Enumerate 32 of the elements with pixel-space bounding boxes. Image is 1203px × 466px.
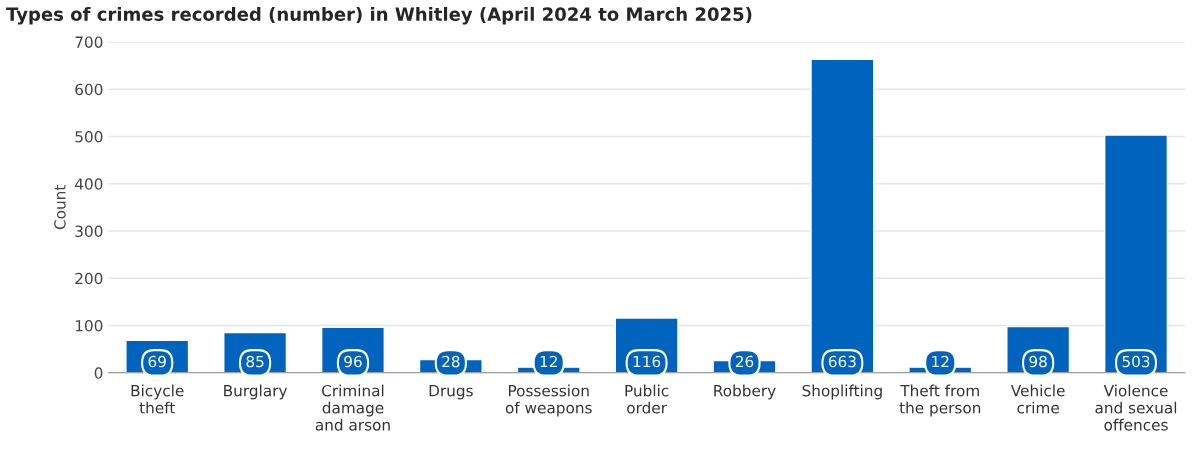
x-tick-label: Drugs xyxy=(429,385,473,400)
x-tick-label: Theft from the person xyxy=(899,384,981,417)
data-label: 12 xyxy=(932,355,949,368)
x-tick-label: Shoplifting xyxy=(802,384,882,400)
x-tick-label: Criminal damage and arson xyxy=(315,384,390,431)
y-tick-label: 100 xyxy=(75,320,103,332)
x-tick-label: Vehicle crime xyxy=(1010,384,1065,414)
x-tick-label: Robbery xyxy=(714,384,776,400)
data-label: 85 xyxy=(246,355,264,368)
bar xyxy=(1103,134,1169,373)
x-tick-label: Burglary xyxy=(224,384,288,400)
data-label: 663 xyxy=(828,355,856,368)
x-tick-label: Public order xyxy=(625,384,669,414)
y-tick-label: 500 xyxy=(75,130,103,143)
chart-title: Types of crimes recorded (number) in Whitley (April 2024 to March 2025) xyxy=(6,6,752,25)
data-label: 116 xyxy=(633,355,661,368)
data-label: 69 xyxy=(148,355,166,368)
x-tick-label: Bicycle theft xyxy=(131,384,184,414)
data-label: 503 xyxy=(1122,355,1150,368)
y-tick-label: 700 xyxy=(75,36,103,48)
y-tick-label: 200 xyxy=(75,272,103,285)
x-tick-label: Possession of weapons xyxy=(505,384,592,417)
y-axis-title: Count xyxy=(54,185,66,230)
data-label: 98 xyxy=(1029,355,1047,368)
data-label: 12 xyxy=(540,355,557,368)
y-tick-label: 0 xyxy=(94,367,103,379)
bar xyxy=(810,58,875,373)
y-tick-label: 600 xyxy=(75,83,103,96)
y-tick-label: 300 xyxy=(75,225,103,238)
data-label: 96 xyxy=(344,355,362,368)
x-tick-label: Violence and sexual offences xyxy=(1095,384,1177,431)
y-tick-label: 400 xyxy=(74,178,103,190)
